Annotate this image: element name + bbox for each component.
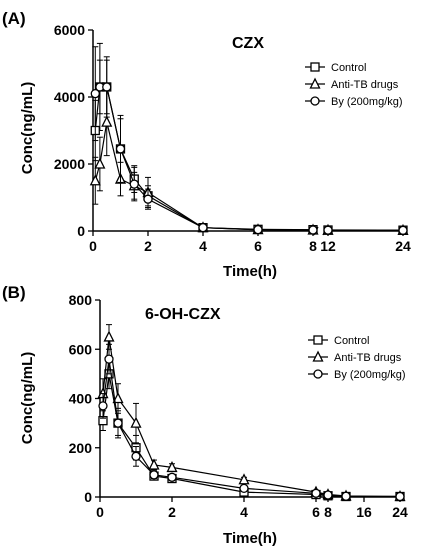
panel-b-x-tick-label: 4 bbox=[240, 504, 248, 520]
panel-a-xlabel: Time(h) bbox=[223, 263, 277, 280]
panel-a-series-line bbox=[94, 86, 404, 231]
panel-a-series-line bbox=[94, 121, 404, 231]
panel-b-point bbox=[323, 490, 333, 500]
panel-b-y-tick-label: 400 bbox=[69, 391, 93, 407]
panel-a-legend-label: Control bbox=[331, 62, 366, 74]
panel-a-point bbox=[102, 82, 112, 92]
panel-a-x-tick-label: 8 bbox=[309, 238, 317, 254]
panel-a-legend-marker bbox=[310, 62, 320, 72]
panel-b-point bbox=[239, 483, 249, 494]
panel-b-legend-marker bbox=[313, 335, 323, 345]
panel-b-point bbox=[395, 491, 405, 502]
panel-b-legend-label: Control bbox=[334, 335, 369, 347]
panel-b-y-tick-label: 800 bbox=[69, 292, 93, 308]
panel-b-x-tick-label: 6 bbox=[312, 504, 320, 520]
panel-a-y-tick-label: 6000 bbox=[54, 22, 85, 38]
panel-a-point bbox=[90, 89, 100, 99]
panel-b-point bbox=[311, 488, 321, 498]
panel-a-label: (A) bbox=[2, 9, 26, 28]
panel-b-point bbox=[104, 354, 114, 364]
panel-b-point bbox=[113, 418, 123, 428]
panel-b-point bbox=[98, 401, 108, 411]
panel-a-series-line bbox=[94, 86, 404, 231]
panel-a-point bbox=[115, 144, 126, 154]
panel-b-x-tick-label: 8 bbox=[324, 504, 332, 520]
panel-a-y-tick-label: 0 bbox=[77, 223, 85, 239]
panel-b-legend-marker bbox=[312, 350, 324, 362]
panel-b-point bbox=[149, 470, 159, 480]
panel-a-point bbox=[198, 222, 208, 233]
panel-a-point bbox=[253, 225, 263, 235]
panel-a-x-tick-label: 12 bbox=[320, 238, 336, 254]
panel-a-ylabel: Conc(ng/mL) bbox=[19, 82, 36, 174]
panel-a-legend-label: Anti-TB drugs bbox=[331, 79, 399, 91]
panel-b-x-tick-label: 16 bbox=[356, 504, 372, 520]
panel-b-y-tick-label: 200 bbox=[69, 440, 93, 456]
panel-a-y-tick-label: 4000 bbox=[54, 89, 85, 105]
panel-b-legend-label: Anti-TB drugs bbox=[334, 352, 402, 364]
panel-a-point bbox=[308, 225, 318, 235]
panel-b-series-line bbox=[102, 373, 400, 498]
panel-a-x-tick-label: 0 bbox=[89, 238, 97, 254]
panel-b-title: 6-OH-CZX bbox=[145, 306, 221, 323]
panel-b-x-tick-label: 2 bbox=[168, 504, 176, 520]
panel-b-point bbox=[341, 491, 351, 501]
panel-b-ylabel: Conc(ng/mL) bbox=[19, 352, 36, 444]
panel-a-x-tick-label: 4 bbox=[199, 238, 207, 254]
panel-a-legend-marker bbox=[309, 77, 321, 89]
panel-b-label: (B) bbox=[2, 283, 26, 302]
panel-a-point bbox=[398, 225, 408, 235]
panel-b-point bbox=[166, 460, 178, 473]
panel-b-y-tick-label: 0 bbox=[84, 489, 92, 505]
panel-a-x-tick-label: 24 bbox=[395, 238, 411, 254]
panel-b-point bbox=[130, 416, 142, 428]
panel-a-x-tick-label: 2 bbox=[144, 238, 152, 254]
panel-a-title: CZX bbox=[232, 35, 264, 52]
panel-a-legend-label: By (200mg/kg) bbox=[331, 96, 403, 108]
panel-a-point bbox=[89, 174, 101, 186]
panel-a-point bbox=[129, 179, 139, 189]
panel-b-y-tick-label: 600 bbox=[69, 341, 93, 357]
panel-b-point bbox=[148, 458, 160, 470]
panel-b-x-tick-label: 0 bbox=[96, 504, 104, 520]
panel-b-point bbox=[103, 330, 115, 342]
panel-b-xlabel: Time(h) bbox=[223, 530, 277, 547]
panel-b-point bbox=[167, 472, 177, 482]
panel-a-point bbox=[323, 225, 333, 235]
panel-b-point bbox=[112, 392, 124, 404]
panel-b-legend-label: By (200mg/kg) bbox=[334, 369, 406, 381]
panel-b-x-tick-label: 24 bbox=[392, 504, 408, 520]
panel-b-point bbox=[131, 451, 141, 462]
panel-a-legend-marker bbox=[310, 96, 320, 106]
panel-a-point bbox=[143, 194, 153, 204]
panel-a-y-tick-label: 2000 bbox=[54, 156, 85, 172]
panel-a-point bbox=[94, 157, 106, 169]
panel-b-legend-marker bbox=[313, 369, 323, 379]
panel-a-point bbox=[101, 115, 113, 127]
panel-a-x-tick-label: 6 bbox=[254, 238, 262, 254]
